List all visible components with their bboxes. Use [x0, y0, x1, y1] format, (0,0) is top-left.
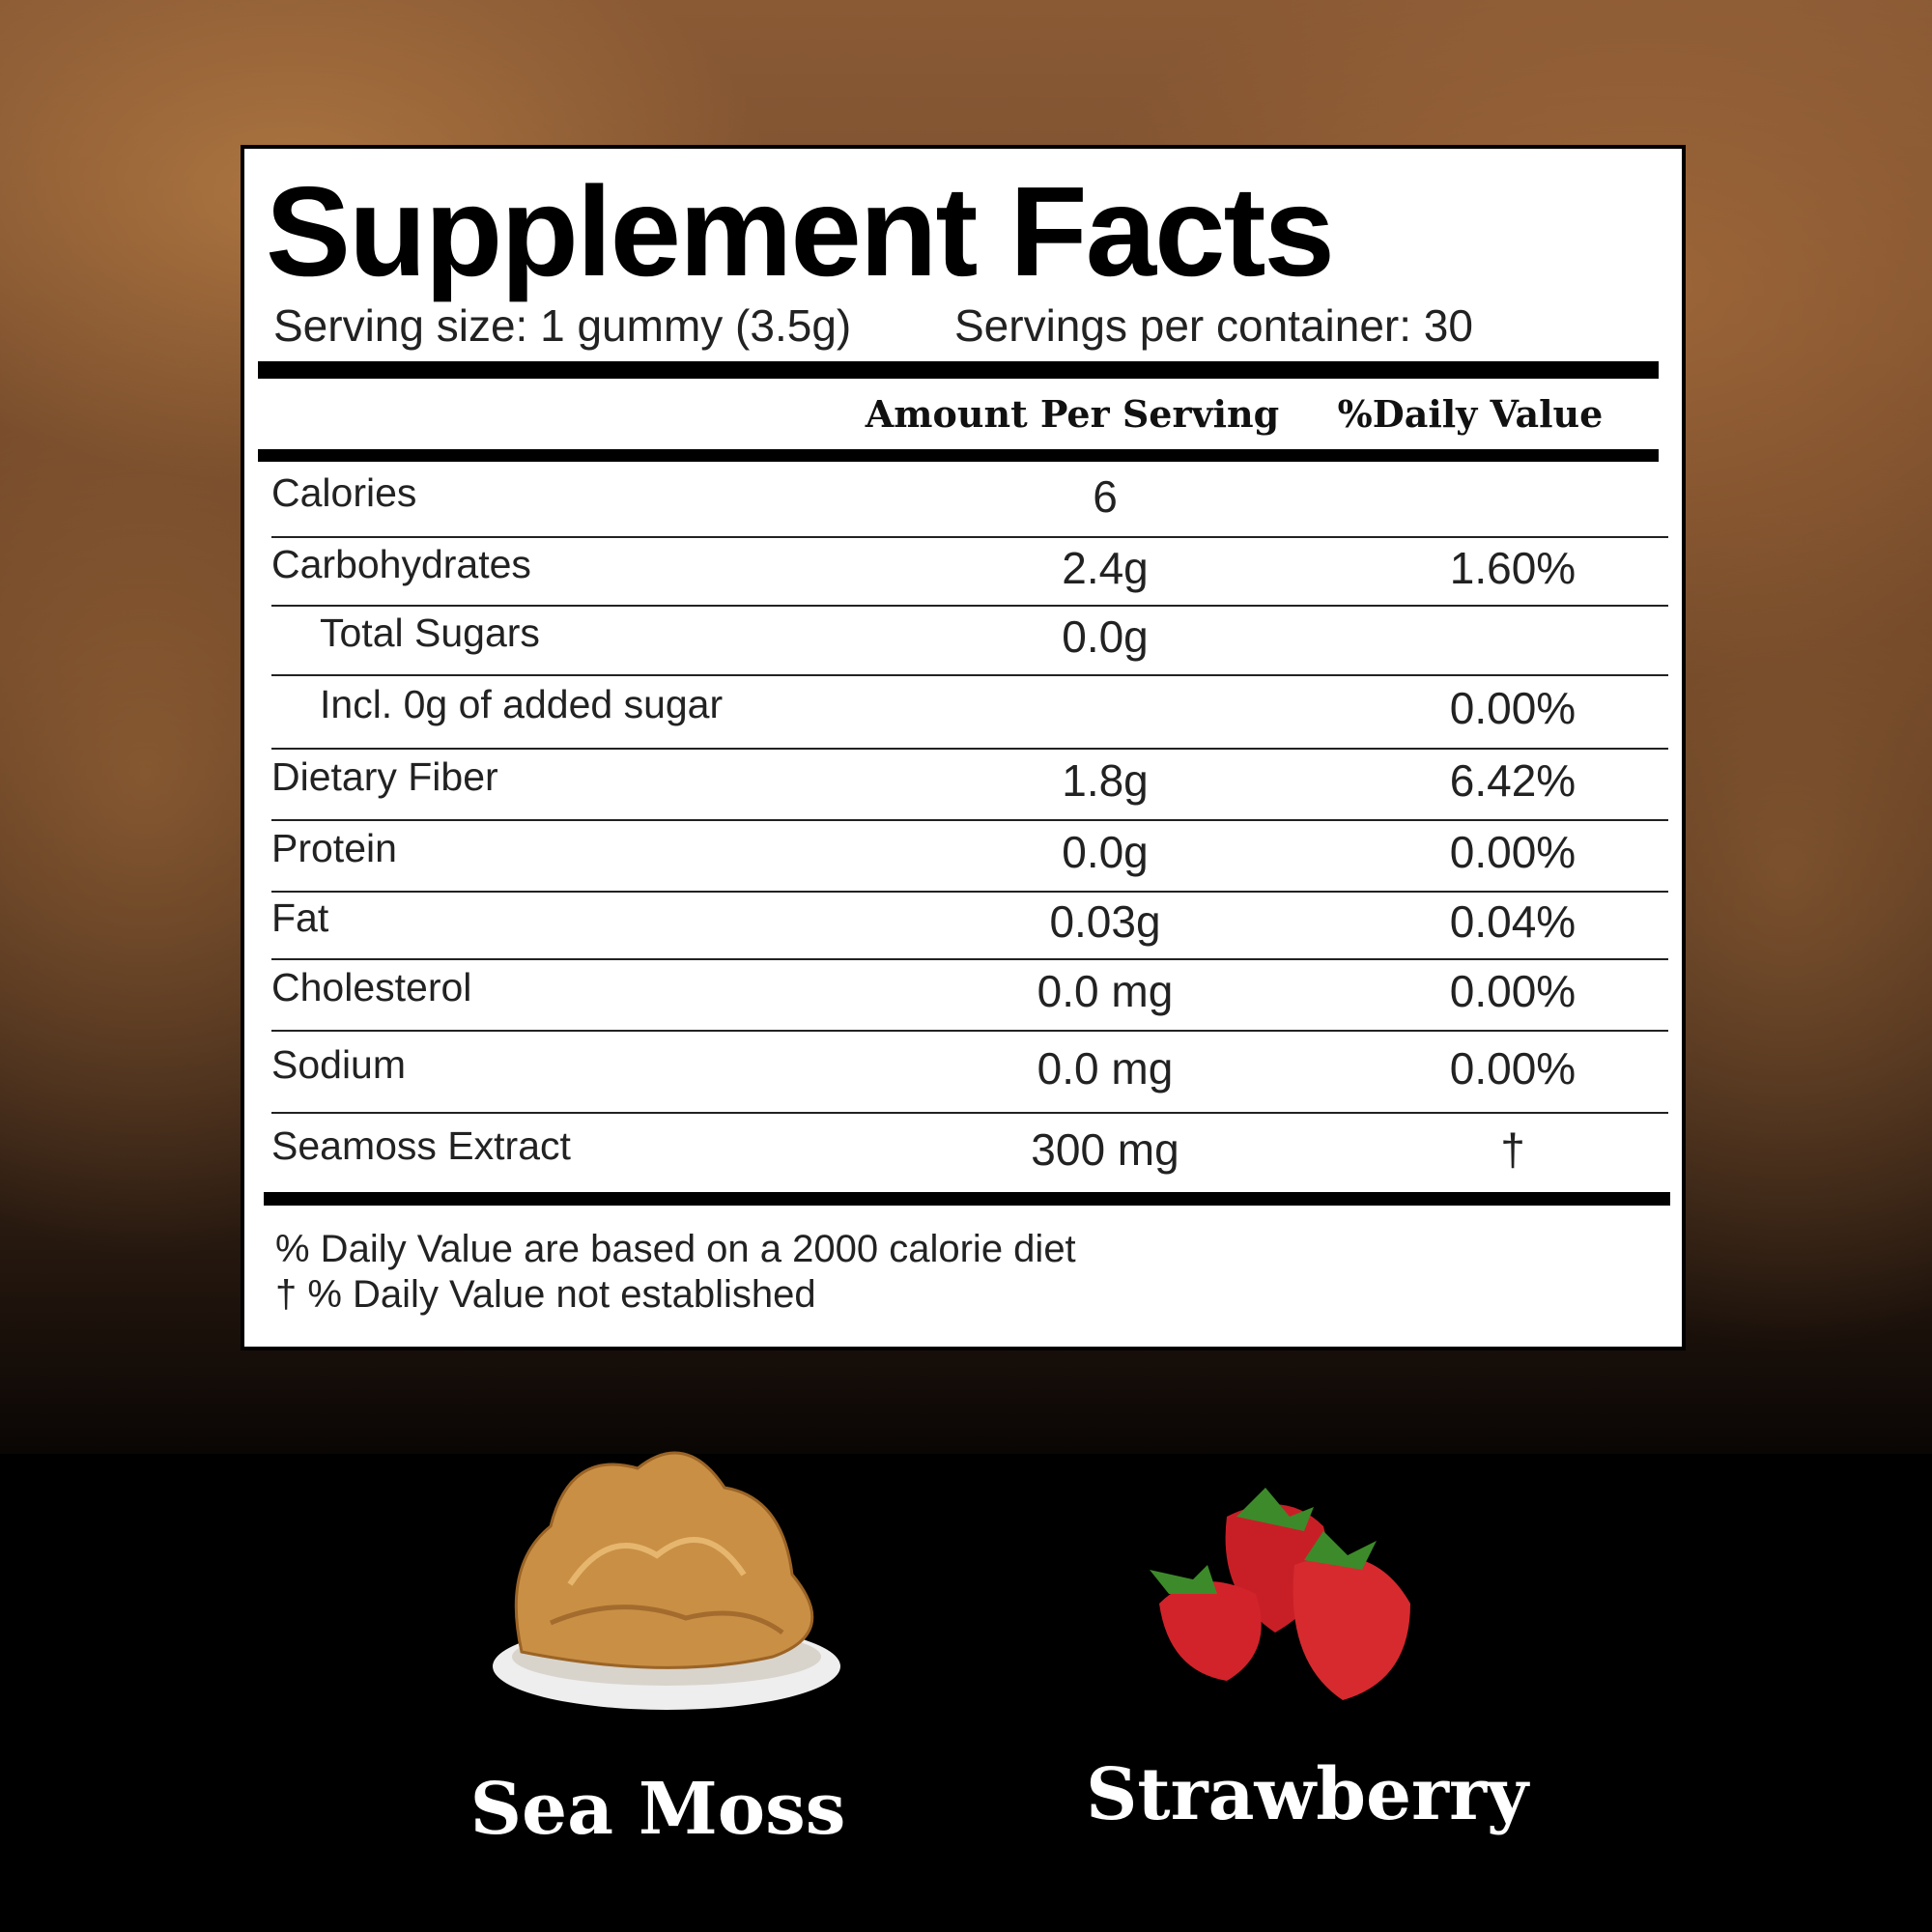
row-label: Carbohydrates — [271, 541, 531, 586]
row-label: Total Sugars — [320, 611, 540, 655]
strawberry-image — [1150, 1488, 1410, 1700]
table-row: Seamoss Extract 300 mg † — [271, 1112, 1668, 1192]
row-amount: 0.0g — [1062, 611, 1149, 662]
servings-per-container: Servings per container: 30 — [954, 300, 1473, 351]
bottom-band — [0, 1454, 1932, 1932]
row-daily-value: 0.00% — [1449, 683, 1577, 733]
table-row: Dietary Fiber 1.8g 6.42% — [271, 748, 1668, 821]
divider-thick — [258, 449, 1659, 462]
table-row: Sodium 0.0 mg 0.00% — [271, 1030, 1668, 1114]
row-amount: 6 — [1093, 470, 1118, 522]
row-label: Sodium — [271, 1041, 407, 1087]
table-row: Incl. 0g of added sugar 0.00% — [271, 674, 1668, 750]
footnote: † % Daily Value not established — [275, 1273, 816, 1316]
table-row: Carbohydrates 2.4g 1.60% — [271, 536, 1668, 607]
row-amount: 0.0 mg — [1037, 966, 1174, 1016]
row-daily-value: 0.00% — [1449, 966, 1577, 1016]
row-daily-value: † — [1500, 1123, 1525, 1175]
ingredient-label-strawberry: Strawberry — [1085, 1753, 1529, 1836]
row-label: Cholesterol — [271, 965, 472, 1009]
table-row: Cholesterol 0.0 mg 0.00% — [271, 958, 1668, 1032]
row-label: Fat — [271, 895, 329, 940]
row-amount: 1.8g — [1062, 755, 1149, 806]
page-title: Supplement Facts — [266, 160, 1335, 302]
footnote: % Daily Value are based on a 2000 calori… — [275, 1228, 1076, 1270]
table-row: Fat 0.03g 0.04% — [271, 891, 1668, 960]
row-amount: 300 mg — [1031, 1123, 1179, 1175]
table-row: Calories 6 — [271, 462, 1668, 538]
divider-thick — [258, 361, 1659, 379]
row-daily-value: 0.04% — [1449, 896, 1577, 947]
row-amount: 0.03g — [1049, 896, 1161, 947]
row-daily-value: 1.60% — [1449, 542, 1577, 593]
header-amount: Amount Per Serving — [865, 392, 1280, 436]
row-label: Dietary Fiber — [271, 754, 498, 799]
serving-size: Serving size: 1 gummy (3.5g) — [273, 300, 852, 351]
row-label: Protein — [271, 826, 397, 870]
row-label: Calories — [271, 469, 417, 515]
table-row: Total Sugars 0.0g — [271, 605, 1668, 676]
row-amount: 2.4g — [1062, 542, 1149, 593]
sea-moss-image — [493, 1451, 840, 1710]
row-label: Incl. 0g of added sugar — [320, 682, 724, 726]
header-daily-value: %Daily Value — [1337, 392, 1604, 436]
row-daily-value: 6.42% — [1449, 755, 1577, 806]
ingredient-label-sea-moss: Sea Moss — [469, 1768, 846, 1851]
table-row: Protein 0.0g 0.00% — [271, 819, 1668, 893]
divider-thick — [264, 1192, 1670, 1206]
row-amount: 0.0 mg — [1037, 1042, 1174, 1094]
row-daily-value: 0.00% — [1449, 1042, 1577, 1094]
row-label: Seamoss Extract — [271, 1122, 571, 1168]
row-amount: 0.0g — [1062, 827, 1149, 877]
supplement-facts-panel: Supplement Facts Serving size: 1 gummy (… — [241, 145, 1686, 1350]
row-daily-value: 0.00% — [1449, 827, 1577, 877]
